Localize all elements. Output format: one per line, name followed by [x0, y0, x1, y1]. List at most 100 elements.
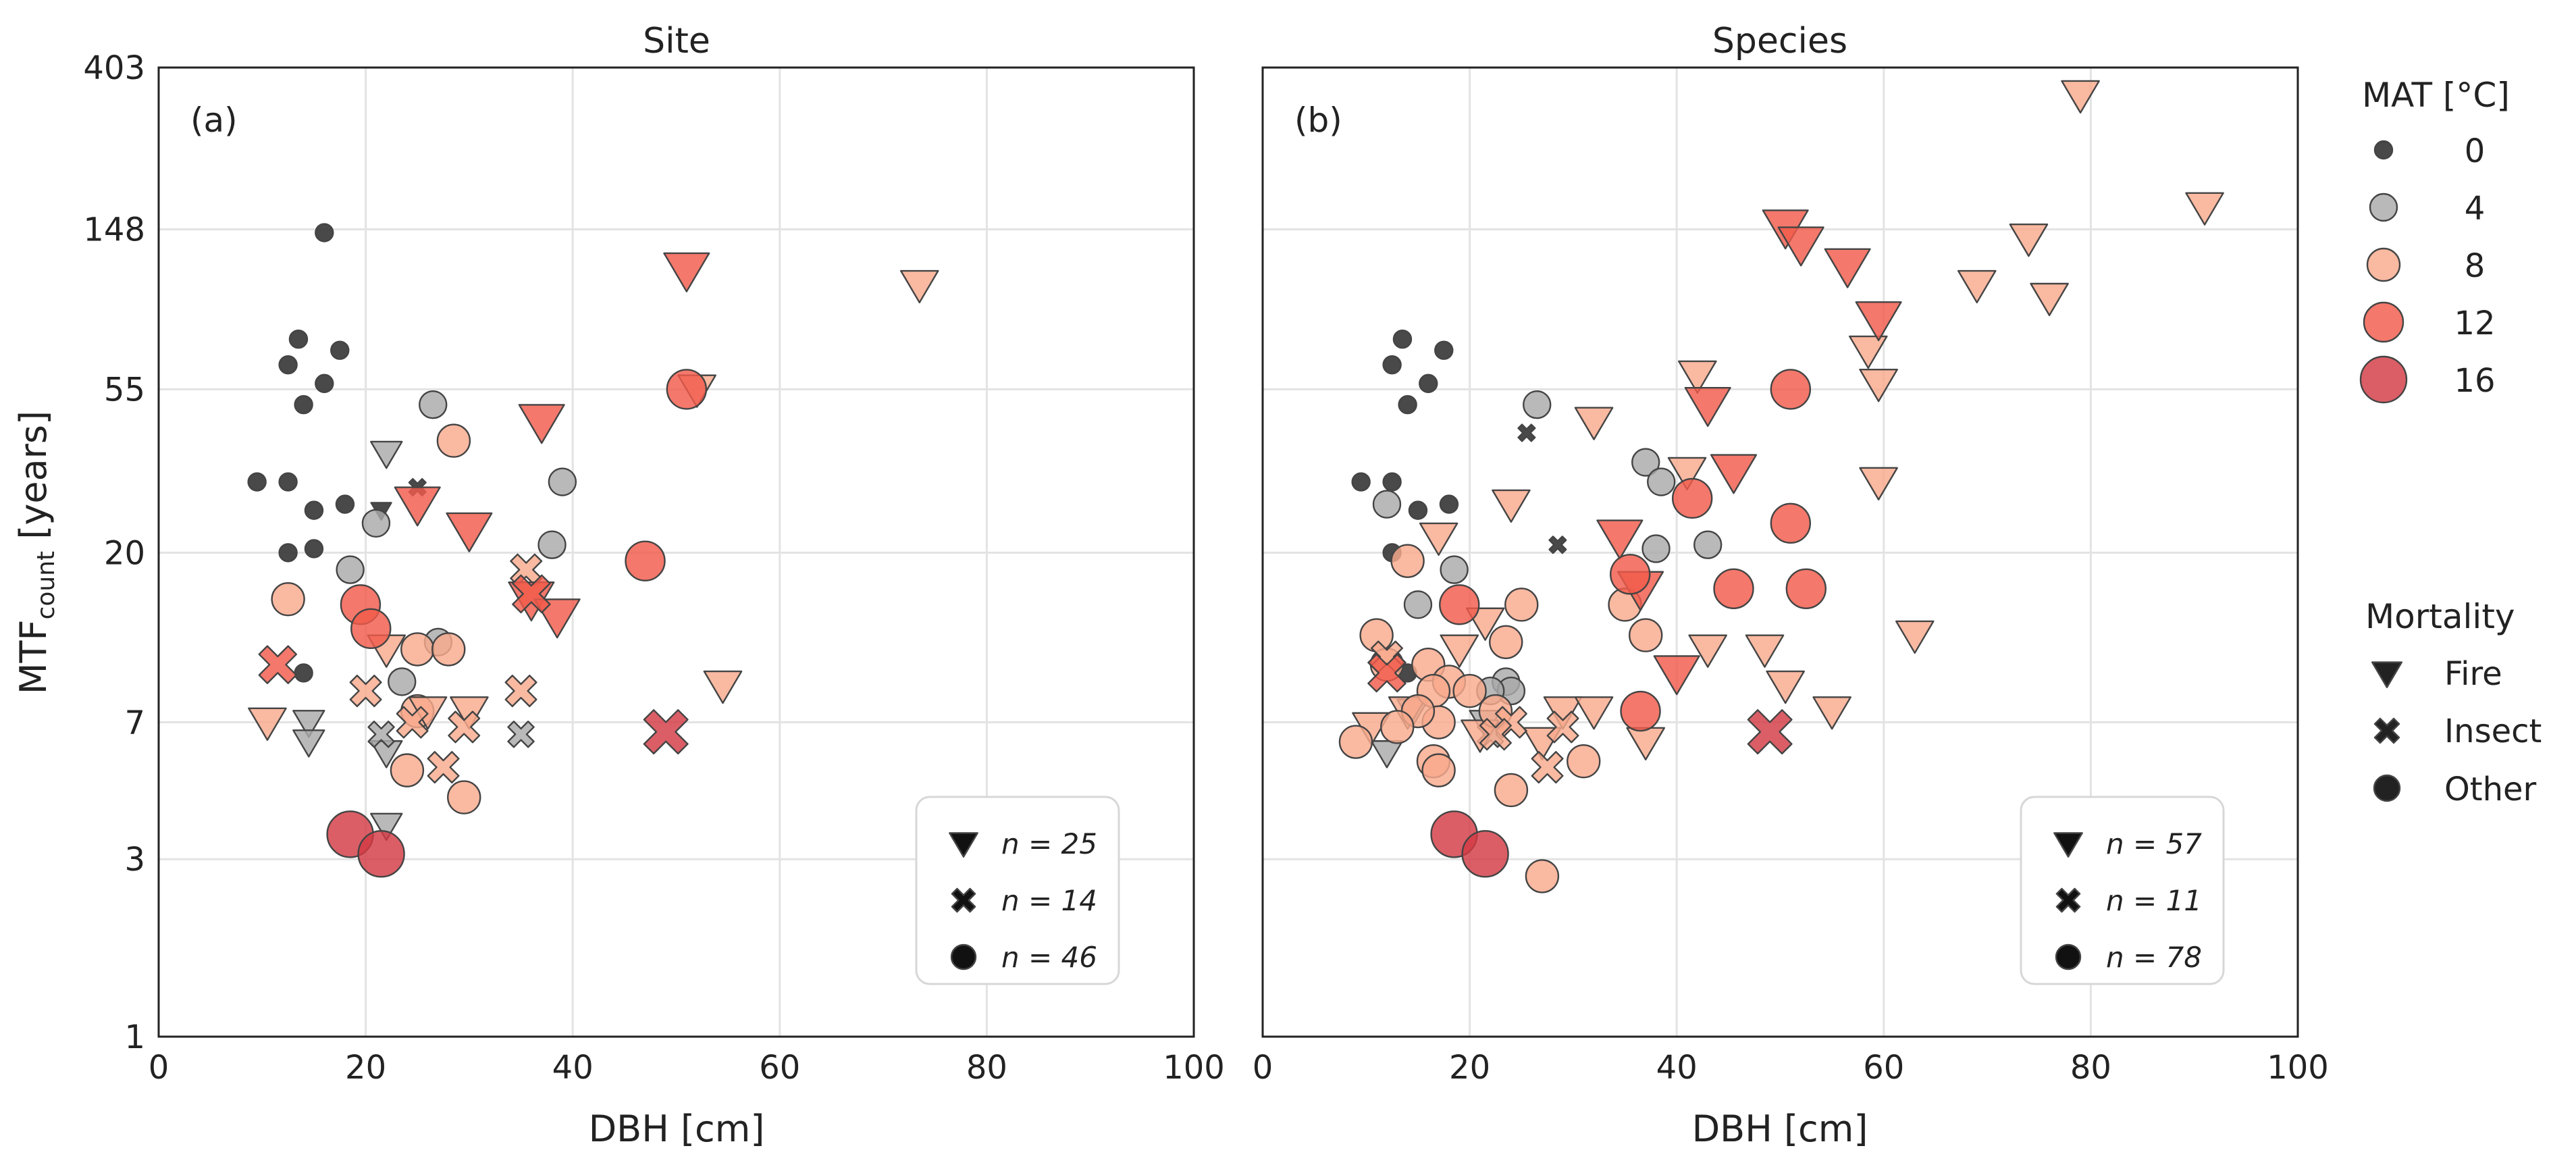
data-point-circle: [294, 395, 313, 415]
data-point-triangle-down: [1812, 696, 1851, 730]
y-axis-label-tail: [years]: [12, 411, 55, 551]
x-axis-label: DBH [cm]: [589, 1108, 765, 1150]
count-markers: [2053, 832, 2083, 970]
data-point-circle: [1567, 744, 1601, 779]
data-point-triangle-down: [2061, 80, 2100, 114]
data-point-circle: [247, 472, 267, 492]
legend-mat-12: 12: [2454, 305, 2495, 342]
plot-frame: [1261, 66, 2299, 1038]
data-point-circle: [419, 390, 448, 419]
y-tick-labels: 1 3 7 20 55 148 403: [83, 49, 145, 1056]
data-point-circle: [1647, 467, 1676, 496]
legend-mat-marker: [2369, 192, 2398, 222]
legend-mat-marker: [2366, 247, 2401, 282]
data-point-circle: [1770, 502, 1812, 544]
data-point-x: [396, 706, 429, 739]
data-point-triangle-down: [703, 670, 743, 704]
count-marker-triangle-down: [2053, 832, 2083, 858]
data-point-circle: [315, 223, 334, 242]
x-tick-label: 0: [1253, 1049, 1273, 1087]
y-axis-label-sub: count: [32, 551, 60, 620]
data-point-circle: [1785, 568, 1827, 609]
data-point-circle: [390, 753, 425, 787]
data-point-triangle-down: [450, 696, 489, 730]
count-box: n = 57 n = 11 n = 78: [2020, 796, 2225, 985]
data-point-circle: [537, 530, 567, 559]
x-tick-label: 40: [1656, 1049, 1698, 1087]
x-tick-labels: 0 20 40 60 80 100: [1253, 1049, 2329, 1087]
data-point-circle: [1620, 690, 1661, 732]
data-point-circle: [335, 494, 355, 514]
legend-mortality-marker-triangle-down: [2371, 661, 2403, 688]
scatter-points: [247, 223, 939, 878]
data-point-circle: [294, 663, 313, 683]
panel-label: (a): [190, 101, 238, 140]
data-point-circle: [1629, 618, 1663, 652]
data-point-triangle-down: [1824, 248, 1871, 288]
data-point-circle: [431, 632, 466, 667]
legend-mortality-title: Mortality: [2365, 597, 2515, 636]
x-tick-label: 80: [2070, 1049, 2111, 1087]
legend: MAT [°C] 0 4 8 12 16 Mortality Fire Inse…: [2359, 76, 2542, 808]
data-point-x: [1747, 709, 1793, 755]
data-point-circle: [1461, 830, 1509, 878]
data-point-circle: [1525, 859, 1560, 893]
data-point-circle: [666, 369, 708, 410]
x-tick-label: 20: [1449, 1049, 1490, 1087]
legend-insect: Insect: [2444, 712, 2542, 750]
panel-label: (b): [1294, 101, 1342, 140]
x-tick-labels: 0 20 40 60 80 100: [149, 1049, 1225, 1087]
data-point-circle: [1408, 500, 1428, 520]
data-point-triangle-down: [1957, 269, 1997, 304]
legend-mortality-markers: [2371, 661, 2403, 802]
data-point-circle: [288, 330, 309, 349]
data-point-triangle-down: [1777, 226, 1824, 267]
data-point-circle: [315, 373, 334, 394]
count-fire: n = 25: [1001, 827, 1097, 860]
data-point-circle: [357, 830, 405, 878]
panel-species: Species 0 20 40 60 80 100 (b) DBH [cm] n = 57…: [1253, 21, 2329, 1150]
data-point-triangle-down: [1855, 301, 1902, 342]
data-point-triangle-down: [1710, 454, 1758, 494]
data-point-circle: [1421, 753, 1456, 787]
y-tick-label: 7: [124, 704, 145, 742]
data-point-circle: [1671, 477, 1713, 519]
data-point-triangle-down: [2009, 224, 2049, 257]
data-point-triangle-down: [248, 707, 287, 741]
data-point-triangle-down: [446, 512, 493, 552]
count-insect: n = 11: [2106, 884, 2202, 917]
x-tick-label: 100: [1163, 1049, 1225, 1087]
y-tick-label: 403: [83, 49, 145, 87]
data-point-circle: [278, 472, 298, 492]
data-point-triangle-down: [663, 252, 710, 292]
data-point-triangle-down: [1766, 670, 1805, 704]
data-point-circle: [447, 780, 481, 814]
x-tick-label: 60: [1863, 1049, 1904, 1087]
data-point-circle: [388, 667, 417, 696]
panel-title: Site: [643, 21, 710, 61]
y-tick-label: 1: [124, 1018, 145, 1056]
data-point-circle: [1494, 773, 1529, 808]
data-point-circle: [625, 540, 666, 581]
data-point-circle: [1452, 673, 1487, 708]
legend-other: Other: [2444, 771, 2537, 808]
data-point-x: [367, 721, 395, 748]
data-point-x: [1517, 423, 1536, 442]
data-point-circle: [1439, 494, 1459, 514]
data-point-circle: [548, 467, 577, 496]
data-point-circle: [1382, 355, 1402, 375]
data-point-triangle-down: [899, 269, 939, 304]
data-point-triangle-down: [370, 440, 403, 469]
y-tick-label: 20: [104, 534, 145, 572]
count-insect: n = 14: [1001, 884, 1097, 917]
data-point-circle: [1351, 472, 1371, 492]
data-point-x: [643, 709, 689, 755]
y-axis-label-main: MTF: [12, 619, 55, 694]
count-fire: n = 57: [2106, 827, 2202, 860]
data-point-triangle-down: [292, 710, 325, 738]
data-point-triangle-down: [292, 729, 325, 758]
data-point-triangle-down: [2185, 192, 2224, 226]
data-point-triangle-down: [1596, 519, 1644, 560]
data-point-x: [1367, 653, 1407, 693]
